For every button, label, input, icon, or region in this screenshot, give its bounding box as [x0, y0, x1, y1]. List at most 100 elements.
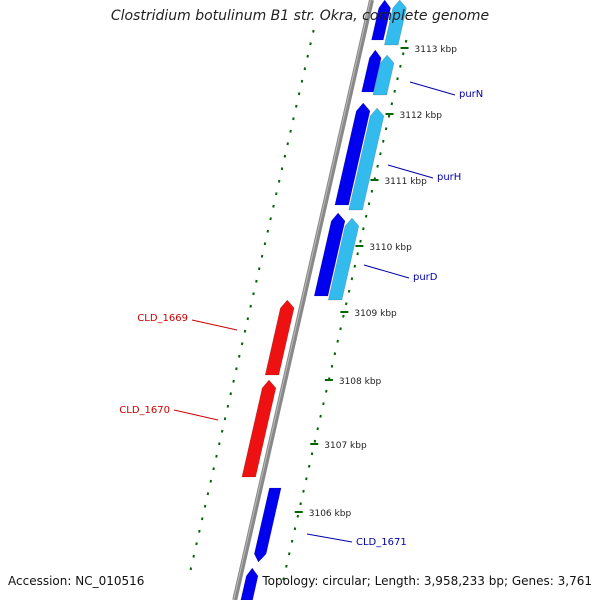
- left-guide-dot: [206, 492, 210, 496]
- gene-arrow-CLD_1671[interactable]: [254, 487, 282, 563]
- left-guide-dot: [218, 442, 221, 446]
- right-guide-dot: [296, 514, 300, 518]
- right-guide-dot: [393, 89, 396, 93]
- kbp-tick-label: 3113 kbp: [415, 45, 458, 55]
- topology-label: Topology:: [262, 574, 319, 588]
- gene-arrow-purD-rna[interactable]: [327, 217, 360, 301]
- gene-label-purN[interactable]: purN: [459, 89, 483, 100]
- gene-arrow-CLD_1670[interactable]: [241, 379, 277, 478]
- right-guide-dot: [382, 139, 385, 143]
- right-guide-dot: [364, 214, 368, 218]
- right-guide-dot: [342, 314, 345, 318]
- genes-label: Genes:: [511, 574, 554, 588]
- gene-label-leader: [191, 319, 238, 331]
- left-guide-dot: [257, 267, 261, 271]
- right-guide-dot: [299, 502, 302, 506]
- right-guide-dot: [376, 164, 379, 168]
- left-guide-dot: [309, 42, 312, 46]
- left-guide-dot: [198, 529, 201, 533]
- gene-arrow-top-rna[interactable]: [384, 0, 407, 46]
- gene-arrow-purD[interactable]: [313, 212, 346, 297]
- right-guide-dot: [370, 189, 374, 193]
- gene-arrow-bottom[interactable]: [240, 567, 259, 600]
- gene-label-leader: [363, 264, 410, 279]
- right-guide-dot: [313, 439, 317, 443]
- right-guide-dot: [390, 102, 394, 106]
- right-guide-dot: [330, 364, 334, 368]
- left-guide-dot: [246, 317, 250, 321]
- left-guide-dot: [238, 354, 241, 358]
- genome-backbone: [232, 0, 374, 600]
- gene-arrow-purN[interactable]: [361, 49, 382, 93]
- left-guide-dot: [300, 79, 304, 83]
- left-guide-dot: [272, 204, 275, 208]
- gene-label-leader: [409, 81, 456, 96]
- gene-arrow-CLD_1669[interactable]: [264, 299, 295, 376]
- left-guide-dot: [292, 117, 295, 121]
- right-guide-dot: [293, 527, 297, 531]
- left-guide-dot: [215, 454, 218, 458]
- gene-label-leader: [173, 409, 219, 421]
- right-guide-dot: [302, 489, 305, 493]
- gene-label-leader: [306, 533, 353, 543]
- length-value: 3,958,233 bp: [423, 574, 504, 588]
- right-guide-dot: [384, 127, 388, 131]
- right-guide-dot: [316, 427, 320, 431]
- kbp-tick-label: 3106 kbp: [309, 509, 352, 519]
- genes-value: 3,761: [557, 574, 592, 588]
- left-guide-dot: [220, 429, 224, 433]
- right-guide-dot: [344, 302, 348, 306]
- backbone-highlight: [233, 0, 371, 600]
- left-guide-dot: [283, 154, 287, 158]
- right-guide-dot: [396, 77, 399, 81]
- gene-label-CLD_1670[interactable]: CLD_1670: [119, 405, 170, 416]
- gene-arrow-purH-rna[interactable]: [348, 107, 385, 211]
- left-guide-dot: [275, 192, 278, 196]
- backbone-line: [232, 0, 374, 600]
- accession-label: Accession:: [8, 574, 72, 588]
- gene-label-CLD_1669[interactable]: CLD_1669: [137, 313, 188, 324]
- right-guide-dot: [347, 289, 351, 293]
- kbp-tick-label: 3108 kbp: [339, 377, 382, 387]
- gene-label-CLD_1671[interactable]: CLD_1671: [356, 537, 407, 548]
- right-guide-dot: [319, 414, 322, 418]
- right-guide-dot: [401, 52, 405, 56]
- left-guide-dot: [286, 142, 289, 146]
- dotted-guide-lines: [189, 29, 408, 581]
- right-guide-dot: [359, 239, 362, 243]
- right-guide-dot: [336, 339, 339, 343]
- gene-arrow-purN-rna[interactable]: [372, 54, 395, 96]
- gene-labels: purN purH purD CLD_1669 CLD_1670 CLD_1671: [119, 81, 483, 548]
- left-guide-dot: [252, 292, 255, 296]
- left-guide-dot: [260, 254, 264, 258]
- kbp-tick-label: 3111 kbp: [384, 177, 427, 187]
- right-guide-dot: [282, 577, 285, 581]
- kbp-tick-label: 3109 kbp: [354, 309, 397, 319]
- right-guide-dot: [350, 277, 354, 281]
- gene-label-purD[interactable]: purD: [413, 272, 438, 283]
- left-guide-dot: [289, 129, 292, 133]
- left-guide-dot: [249, 304, 252, 308]
- left-guide-dot: [200, 517, 204, 521]
- right-guide-dot: [310, 452, 314, 456]
- genome-stats: Topology: circular; Length: 3,958,233 bp…: [262, 574, 592, 588]
- left-guide-dot: [306, 54, 309, 58]
- gene-arrow-purH[interactable]: [334, 102, 371, 206]
- right-guide-dot: [387, 114, 391, 118]
- genome-title: Clostridium botulinum B1 str. Okra, comp…: [110, 8, 490, 24]
- left-guide-dot: [280, 167, 284, 171]
- gene-label-purH[interactable]: purH: [437, 172, 461, 183]
- right-guide-dot: [333, 352, 337, 356]
- accession-info: Accession: NC_010516: [8, 574, 144, 588]
- right-guide-dot: [325, 389, 328, 393]
- gene-arrow-top[interactable]: [371, 0, 391, 41]
- right-guide-dot: [399, 64, 402, 68]
- left-guide-dot: [263, 242, 267, 246]
- accession-value: NC_010516: [75, 574, 145, 588]
- gene-features: [240, 0, 407, 600]
- left-guide-dot: [232, 379, 235, 383]
- left-guide-dot: [235, 367, 238, 371]
- right-guide-dot: [353, 264, 357, 268]
- left-guide-dot: [226, 404, 230, 408]
